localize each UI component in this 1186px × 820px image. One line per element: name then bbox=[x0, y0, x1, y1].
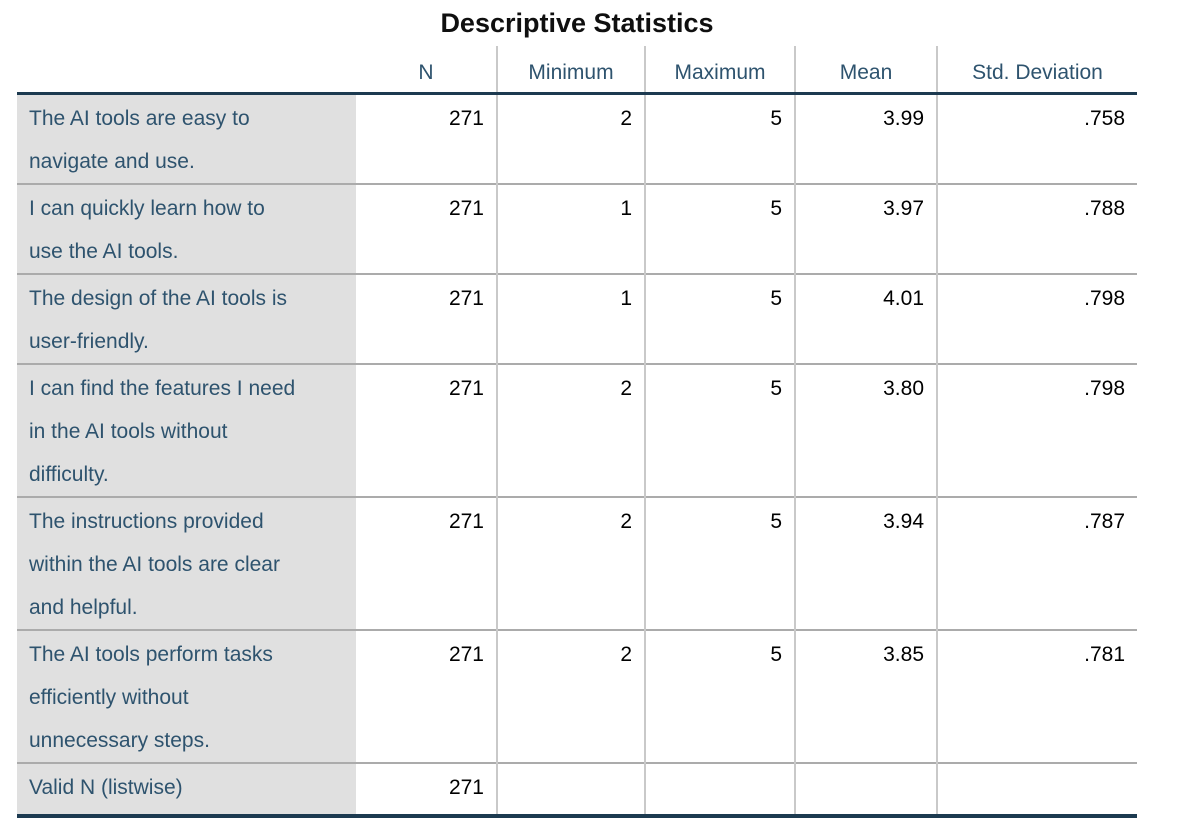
cell-minimum: 2 bbox=[496, 363, 645, 497]
cell-std-deviation: .787 bbox=[936, 496, 1137, 630]
table-row: The AI tools perform tasks efficiently w… bbox=[17, 629, 1137, 763]
cell-n: 271 bbox=[356, 629, 497, 763]
header-row: N Minimum Maximum Mean Std. Deviation bbox=[17, 46, 1137, 95]
table-row: The AI tools are easy to navigate and us… bbox=[17, 93, 1137, 184]
cell-maximum: 5 bbox=[644, 363, 795, 497]
cell-maximum: 5 bbox=[644, 496, 795, 630]
cell-n: 271 bbox=[356, 363, 497, 497]
cell-minimum: 1 bbox=[496, 273, 645, 364]
cell-maximum: 5 bbox=[644, 93, 795, 184]
row-label-header-stub bbox=[17, 46, 356, 95]
cell-minimum: 2 bbox=[496, 93, 645, 184]
cell-std-deviation: .781 bbox=[936, 629, 1137, 763]
cell-std-deviation: .798 bbox=[936, 273, 1137, 364]
cell-mean bbox=[794, 762, 937, 816]
cell-minimum: 1 bbox=[496, 183, 645, 274]
row-label: The AI tools perform tasks efficiently w… bbox=[17, 629, 356, 763]
cell-std-deviation: .788 bbox=[936, 183, 1137, 274]
cell-std-deviation: .798 bbox=[936, 363, 1137, 497]
table-row: The design of the AI tools is user-frien… bbox=[17, 273, 1137, 364]
row-label: The AI tools are easy to navigate and us… bbox=[17, 93, 356, 184]
cell-n: 271 bbox=[356, 273, 497, 364]
table-row: The instructions provided within the AI … bbox=[17, 496, 1137, 630]
cell-mean: 3.97 bbox=[794, 183, 937, 274]
cell-maximum: 5 bbox=[644, 183, 795, 274]
cell-n: 271 bbox=[356, 183, 497, 274]
cell-mean: 3.85 bbox=[794, 629, 937, 763]
column-header-std-deviation: Std. Deviation bbox=[936, 46, 1137, 95]
row-label: Valid N (listwise) bbox=[17, 762, 356, 816]
cell-minimum: 2 bbox=[496, 629, 645, 763]
column-header-maximum: Maximum bbox=[644, 46, 795, 95]
table-title: Descriptive Statistics bbox=[440, 7, 714, 38]
table-row-valid-n: Valid N (listwise) 271 bbox=[17, 762, 1137, 816]
cell-mean: 3.99 bbox=[794, 93, 937, 184]
cell-std-deviation bbox=[936, 762, 1137, 816]
cell-std-deviation: .758 bbox=[936, 93, 1137, 184]
row-label: The design of the AI tools is user-frien… bbox=[17, 273, 356, 364]
cell-n: 271 bbox=[356, 762, 497, 816]
cell-n: 271 bbox=[356, 93, 497, 184]
cell-maximum bbox=[644, 762, 795, 816]
cell-mean: 3.94 bbox=[794, 496, 937, 630]
row-label: I can quickly learn how to use the AI to… bbox=[17, 183, 356, 274]
cell-mean: 4.01 bbox=[794, 273, 937, 364]
cell-maximum: 5 bbox=[644, 273, 795, 364]
descriptive-statistics-table: N Minimum Maximum Mean Std. Deviation Th… bbox=[17, 46, 1137, 818]
cell-minimum: 2 bbox=[496, 496, 645, 630]
table-row: I can find the features I need in the AI… bbox=[17, 363, 1137, 497]
column-header-n: N bbox=[356, 46, 497, 95]
cell-maximum: 5 bbox=[644, 629, 795, 763]
row-label: I can find the features I need in the AI… bbox=[17, 363, 356, 497]
cell-minimum bbox=[496, 762, 645, 816]
column-header-mean: Mean bbox=[794, 46, 937, 95]
cell-mean: 3.80 bbox=[794, 363, 937, 497]
column-header-minimum: Minimum bbox=[496, 46, 645, 95]
row-label: The instructions provided within the AI … bbox=[17, 496, 356, 630]
table-row: I can quickly learn how to use the AI to… bbox=[17, 183, 1137, 274]
cell-n: 271 bbox=[356, 496, 497, 630]
